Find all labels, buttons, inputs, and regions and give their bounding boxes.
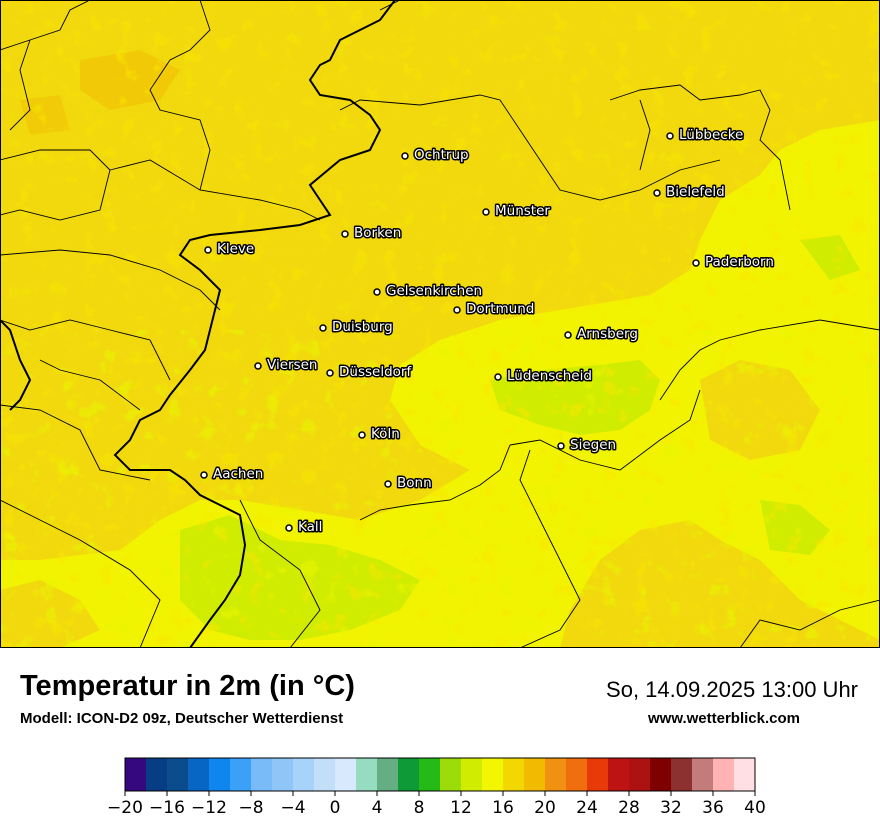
model-info: Modell: ICON-D2 09z, Deutscher Wetterdie…	[20, 710, 344, 727]
color-legend-cell	[440, 758, 462, 791]
city-label: Lübbecke	[679, 127, 743, 143]
city-marker[interactable]: Arnsberg	[564, 325, 639, 344]
city-label: Kall	[298, 519, 322, 535]
color-legend-cell	[419, 758, 441, 791]
color-legend-tick-label: 4	[372, 798, 383, 818]
color-legend-cell	[692, 758, 714, 791]
color-legend-cell	[713, 758, 735, 791]
city-marker[interactable]: Dortmund	[453, 300, 536, 319]
color-legend-tick-label: −16	[149, 798, 185, 818]
color-legend-ticks: −20 −16 −12 −8 −4 0 4 8 12 16 20 24 28 32 36 40	[107, 791, 766, 818]
color-legend-cell	[272, 758, 294, 791]
city-label: Siegen	[570, 437, 616, 453]
color-legend-cell	[587, 758, 609, 791]
city-marker[interactable]: Duisburg	[319, 318, 394, 337]
color-legend-frame	[124, 757, 756, 792]
color-legend-cell	[398, 758, 420, 791]
city-label: Dortmund	[466, 301, 534, 317]
city-marker[interactable]: Lübbecke	[666, 126, 745, 145]
city-marker[interactable]: Borken	[341, 224, 403, 243]
color-legend-tick-label: 8	[414, 798, 425, 818]
country-borders	[0, 0, 396, 648]
color-legend-cell	[188, 758, 210, 791]
city-marker[interactable]: Düsseldorf	[326, 363, 414, 382]
district-borders	[0, 0, 880, 648]
color-legend-tick-label: 0	[330, 798, 341, 818]
city-marker[interactable]: Gelsenkirchen	[373, 282, 484, 301]
temperature-map: Lübbecke Ochtrup Bielefeld Münster Borke…	[0, 0, 880, 648]
city-marker[interactable]: Köln	[358, 425, 401, 444]
color-legend-cell	[650, 758, 672, 791]
color-legend-cell	[566, 758, 588, 791]
color-legend-cell	[356, 758, 378, 791]
color-legend-tick-label: −8	[238, 798, 263, 818]
city-marker[interactable]: Münster	[482, 202, 552, 221]
color-legend-cell	[503, 758, 525, 791]
color-legend-cell	[167, 758, 189, 791]
city-marker[interactable]: Kall	[285, 518, 324, 537]
city-marker[interactable]: Ochtrup	[401, 146, 470, 165]
city-label: Arnsberg	[577, 326, 638, 342]
city-marker[interactable]: Viersen	[254, 356, 319, 375]
city-label: Borken	[354, 225, 401, 241]
color-legend-tick-label: 20	[534, 798, 556, 818]
color-legend-cell	[251, 758, 273, 791]
color-legend-cell	[545, 758, 567, 791]
city-label: Köln	[371, 426, 400, 442]
color-legend-tick-label: 24	[576, 798, 598, 818]
city-marker[interactable]: Bonn	[384, 474, 433, 493]
color-legend-cells	[125, 758, 756, 791]
color-legend-cell	[293, 758, 315, 791]
color-legend-cell	[125, 758, 147, 791]
color-legend-cell	[482, 758, 504, 791]
city-label: Kleve	[217, 241, 254, 257]
city-marker[interactable]: Aachen	[200, 465, 265, 484]
color-legend-cell	[629, 758, 651, 791]
city-marker[interactable]: Kleve	[204, 240, 256, 259]
field-texture	[0, 330, 880, 648]
color-legend-cell	[734, 758, 756, 791]
color-legend-cell	[524, 758, 546, 791]
color-legend-tick-label: 40	[744, 798, 766, 818]
color-legend-tick-label: 28	[618, 798, 640, 818]
city-marker[interactable]: Bielefeld	[653, 183, 726, 202]
color-legend-cell	[146, 758, 168, 791]
color-legend-tick-label: −4	[280, 798, 305, 818]
color-legend-cell	[377, 758, 399, 791]
color-legend: −20 −16 −12 −8 −4 0 4 8 12 16 20 24 28 32 36 40	[107, 757, 766, 818]
city-label: Aachen	[213, 466, 263, 482]
forecast-datetime: So, 14.09.2025 13:00 Uhr	[606, 677, 858, 702]
color-legend-cell	[608, 758, 630, 791]
color-legend-cell	[209, 758, 231, 791]
color-legend-tick-label: −20	[107, 798, 143, 818]
city-label: Gelsenkirchen	[386, 283, 482, 299]
color-legend-tick-label: 12	[450, 798, 472, 818]
color-legend-tick-label: 16	[492, 798, 514, 818]
city-layer: Lübbecke Ochtrup Bielefeld Münster Borke…	[200, 126, 775, 537]
color-legend-tick-label: 32	[660, 798, 682, 818]
map-title: Temperatur in 2m (in °C)	[20, 670, 355, 702]
color-legend-cell	[314, 758, 336, 791]
city-label: Paderborn	[705, 254, 774, 270]
city-label: Lüdenscheid	[507, 368, 592, 384]
city-label: Viersen	[267, 357, 317, 373]
city-marker[interactable]: Paderborn	[692, 253, 775, 272]
city-marker[interactable]: Siegen	[557, 436, 618, 455]
color-legend-cell	[461, 758, 483, 791]
color-legend-tick-label: 36	[702, 798, 724, 818]
website-link[interactable]: www.wetterblick.com	[648, 710, 800, 727]
color-legend-cell	[335, 758, 357, 791]
color-legend-cell	[230, 758, 252, 791]
city-label: Duisburg	[332, 319, 393, 335]
city-label: Ochtrup	[414, 147, 469, 163]
color-legend-cell	[671, 758, 693, 791]
color-legend-tick-label: −12	[191, 798, 227, 818]
city-label: Bielefeld	[666, 184, 725, 200]
city-label: Münster	[495, 203, 550, 219]
city-label: Düsseldorf	[339, 364, 412, 380]
city-label: Bonn	[397, 475, 432, 491]
city-marker[interactable]: Lüdenscheid	[494, 367, 593, 386]
